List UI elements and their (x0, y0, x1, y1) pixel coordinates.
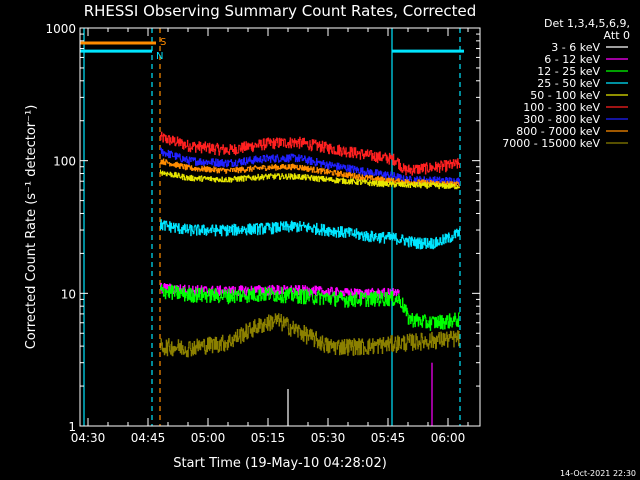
series-12to25keV-line (160, 284, 460, 331)
timestamp: 14-Oct-2021 22:30 (560, 469, 636, 478)
legend-label: 12 - 25 keV (537, 65, 600, 78)
y-tick-label: 10 (61, 287, 76, 301)
legend-label: 7000 - 15000 keV (502, 137, 600, 150)
axes: 04:30 04:45 05:00 05:15 05:30 05:45 06:00 1 10 10… (45, 22, 480, 445)
x-tick-label: 05:30 (311, 431, 346, 445)
y-tick-label: 1 (68, 420, 76, 434)
legend-label: 300 - 800 keV (523, 113, 600, 126)
series-layer (160, 131, 460, 426)
legend-label: 3 - 6 keV (551, 41, 600, 54)
plot-frame (79, 27, 481, 427)
legend-label: 25 - 50 keV (537, 77, 600, 90)
chart-title: RHESSI Observing Summary Count Rates, Co… (84, 2, 477, 20)
series-25to50keV-line (160, 219, 460, 250)
series-7000to15000keV-line (160, 313, 460, 358)
x-tick-label: 06:00 (431, 431, 466, 445)
x-tick-label: 05:15 (251, 431, 286, 445)
x-axis-label: Start Time (19-May-10 04:28:02) (173, 456, 387, 471)
x-tick-label: 05:00 (191, 431, 226, 445)
legend-label: 100 - 300 keV (523, 101, 600, 114)
series-300to800keV-line (160, 147, 460, 186)
series-50to100keV-line (160, 169, 460, 190)
legend-label: 800 - 7000 keV (516, 125, 600, 138)
series-800to7000keV-line (160, 158, 460, 188)
y-tick-label: 100 (53, 155, 76, 169)
legend-header-line-2: Att 0 (604, 29, 630, 42)
legend-label: 50 - 100 keV (530, 89, 600, 102)
y-axis-label: Corrected Count Rate (s⁻¹ detector⁻¹) (24, 105, 39, 350)
y-tick-label: 1000 (45, 22, 76, 36)
status-bar-label: N (156, 51, 163, 62)
legend-header-line-1: Det 1,3,4,5,6,9, (544, 17, 630, 30)
x-tick-label: 04:45 (131, 431, 166, 445)
series-100to300keV-line (160, 131, 460, 176)
x-tick-label: 04:30 (71, 431, 106, 445)
status-bar-label: S (160, 37, 166, 48)
x-tick-label: 05:45 (371, 431, 406, 445)
legend-label: 6 - 12 keV (544, 53, 600, 66)
